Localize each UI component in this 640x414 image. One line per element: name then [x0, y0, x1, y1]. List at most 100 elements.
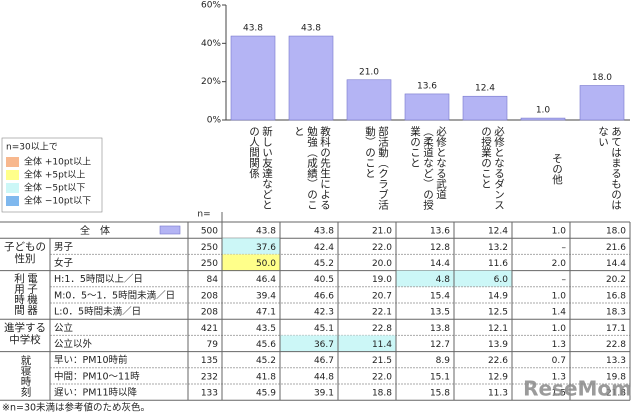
group-label: 進学する中学校: [4, 322, 46, 347]
row-label: 遅い：PM11時以降: [54, 387, 138, 399]
x-tick-label: その他: [551, 153, 563, 185]
group-label: 就寝時刻: [19, 354, 32, 397]
cell: 22.1: [372, 308, 392, 318]
cell: 46.6: [314, 291, 334, 301]
cell: 14.4: [606, 259, 626, 269]
row-label: 中間：PM10～11時: [54, 370, 140, 382]
cell: 12.7: [430, 340, 450, 350]
y-tick-label: 40%: [201, 39, 221, 49]
cell: 1.3: [552, 340, 566, 350]
bar: [346, 79, 392, 121]
x-tick-label: 必修となる武道（柔道など）の授業のこと: [409, 126, 447, 210]
bar: [520, 117, 566, 121]
footnote: ※n=30未満は参考値のため灰色。: [2, 402, 150, 414]
n-cell: 421: [201, 324, 218, 334]
cell: 11.3: [488, 389, 508, 399]
cell: 39.1: [314, 389, 334, 399]
cell: 37.6: [256, 243, 276, 253]
cell: –: [562, 275, 567, 285]
row-label: 男子: [54, 242, 74, 253]
cell: 43.8: [256, 227, 276, 237]
group-label: 子どもの性別: [4, 241, 46, 266]
row-label: 公立: [54, 322, 73, 334]
cell: 21.5: [372, 356, 392, 366]
x-tick-label: 教科の先生による勉強（成績）のこと: [293, 126, 331, 210]
cell: 42.3: [314, 308, 334, 318]
row-label: 女子: [54, 257, 74, 269]
bar: [230, 35, 276, 121]
cell: 14.9: [488, 291, 508, 301]
row-label: H:1．5時間以上／日: [54, 274, 143, 285]
legend-swatch: [6, 157, 19, 167]
cell: 1.0: [552, 291, 567, 301]
value-label: 13.6: [417, 81, 437, 91]
bar: [462, 95, 508, 121]
cell: 15.4: [430, 291, 450, 301]
cell: 13.3: [606, 356, 626, 366]
cell: 12.1: [488, 324, 508, 334]
cell: 41.8: [256, 372, 276, 382]
cell: 22.6: [488, 356, 508, 366]
n-cell: 135: [201, 356, 218, 366]
bar: [288, 35, 334, 121]
cell: 13.2: [488, 243, 508, 253]
cell: 2.0: [552, 259, 567, 269]
cell: 46.7: [314, 356, 334, 366]
row-label: 公立以外: [54, 338, 93, 350]
cell: 20.2: [606, 275, 626, 285]
row-label: L:0．5時間未満／日: [54, 306, 141, 318]
cell: 11.4: [372, 340, 392, 350]
cell: 45.9: [256, 389, 276, 399]
cell: 15.1: [430, 372, 450, 382]
row-label: M:0．5～1．5時間未満／日: [54, 289, 175, 301]
n-cell: 250: [201, 259, 218, 269]
cell: 12.4: [488, 227, 508, 237]
cell: 1.4: [552, 308, 567, 318]
total-icon: [159, 225, 181, 235]
n-cell: 84: [207, 275, 219, 285]
value-label: 21.0: [359, 67, 379, 77]
cell: 18.3: [606, 308, 626, 318]
cell: 45.6: [256, 340, 276, 350]
cell: 44.8: [314, 372, 334, 382]
cell: 15.8: [430, 389, 450, 399]
y-tick-label: 60%: [201, 1, 221, 11]
cell-highlight: [454, 270, 512, 287]
cell: 8.9: [436, 356, 451, 366]
cell: 21.6: [606, 243, 626, 253]
cell-highlight: [280, 335, 338, 352]
cell: 11.6: [488, 259, 508, 269]
cell-highlight: [222, 238, 280, 255]
cell: 12.5: [488, 308, 508, 318]
cell: 47.1: [256, 308, 276, 318]
n-cell: 208: [201, 308, 218, 318]
y-tick-label: 0%: [207, 116, 222, 126]
value-label: 43.8: [243, 24, 263, 34]
cell: 12.9: [488, 372, 508, 382]
cell: 50.0: [256, 259, 276, 269]
n-cell: 133: [201, 389, 218, 399]
cell: 45.1: [314, 324, 334, 334]
n-cell: 500: [201, 227, 218, 237]
cell: 13.6: [430, 227, 450, 237]
cell: 12.8: [430, 243, 450, 253]
total-label: 全 体: [80, 224, 110, 237]
cell: 1.3: [552, 372, 566, 382]
cell: 20.0: [372, 259, 392, 269]
cell: 22.8: [372, 324, 392, 334]
x-tick-label: 必修となるダンスの授業のこと: [480, 126, 505, 210]
group-label: 電子機器利用時間: [13, 272, 38, 315]
cell: 21.0: [372, 227, 392, 237]
cell: 17.1: [606, 324, 626, 334]
cell: 19.8: [606, 372, 626, 382]
bar: [579, 85, 625, 121]
cell: 36.7: [314, 340, 334, 350]
bar: [404, 93, 450, 121]
cell: 21.8: [606, 389, 626, 399]
cell: 22.0: [372, 243, 392, 253]
cell: 13.9: [488, 340, 508, 350]
cell: 19.0: [372, 275, 392, 285]
legend-label: 全体 +10pt以上: [24, 156, 91, 168]
cell: 13.8: [430, 324, 450, 334]
